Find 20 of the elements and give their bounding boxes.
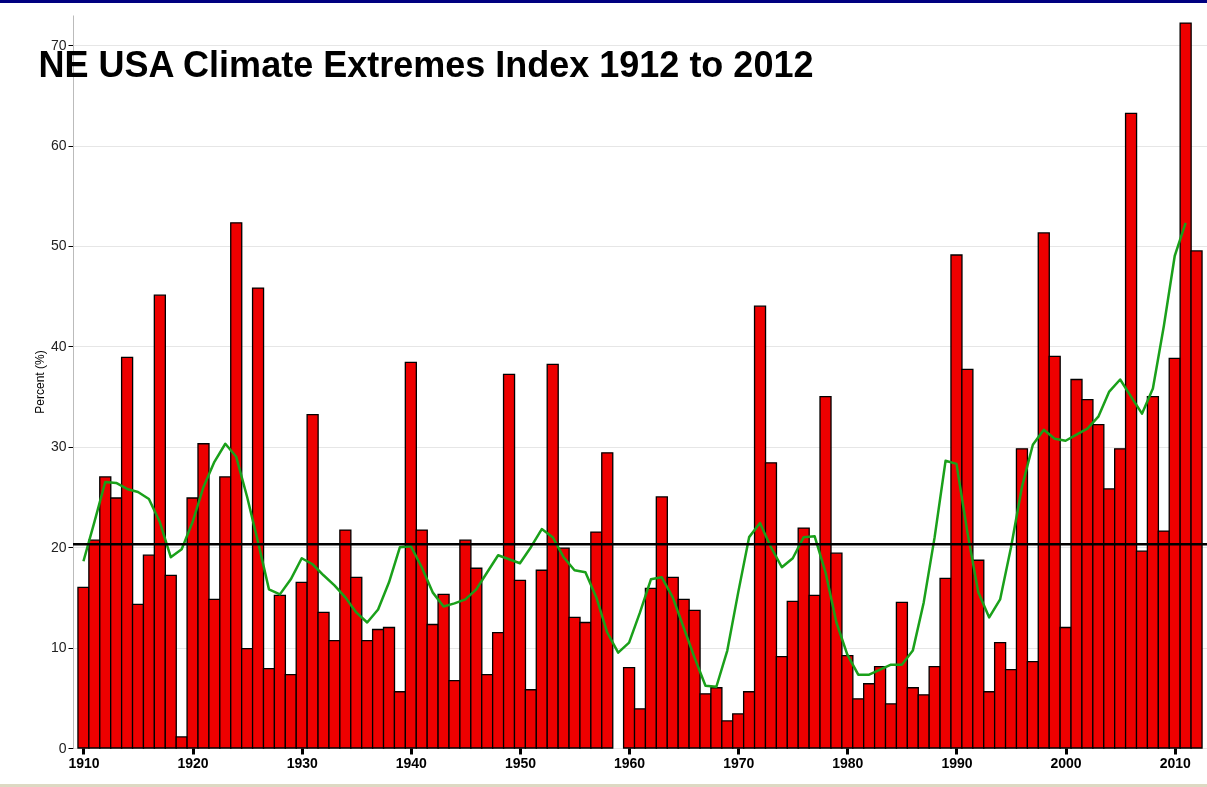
x-tick-label: 1970: [723, 754, 755, 771]
y-tick-label: 10: [50, 639, 67, 656]
y-tick-label: 0: [58, 739, 67, 756]
x-tick-label: 1910: [68, 754, 100, 771]
line-series: [82, 221, 1187, 688]
x-tick-label: 2000: [1050, 754, 1082, 771]
x-tick-label: 1930: [286, 754, 318, 771]
y-axis-title: Percent (%): [32, 350, 47, 414]
y-tick-label: 60: [50, 137, 67, 154]
x-tick-label: 1980: [832, 754, 864, 771]
y-tick-label: 50: [50, 237, 67, 254]
y-tick-label: 20: [50, 538, 67, 555]
x-tick-label: 1950: [504, 754, 537, 771]
x-tick-label: 1990: [941, 754, 973, 771]
x-tick-label: 2010: [1159, 754, 1191, 771]
x-tick-label: 1920: [177, 754, 209, 771]
y-tick-label: 30: [50, 438, 67, 455]
x-tick-label: 1960: [614, 754, 646, 771]
y-tick-label: 40: [50, 337, 67, 354]
x-tick-label: 1940: [395, 754, 428, 771]
